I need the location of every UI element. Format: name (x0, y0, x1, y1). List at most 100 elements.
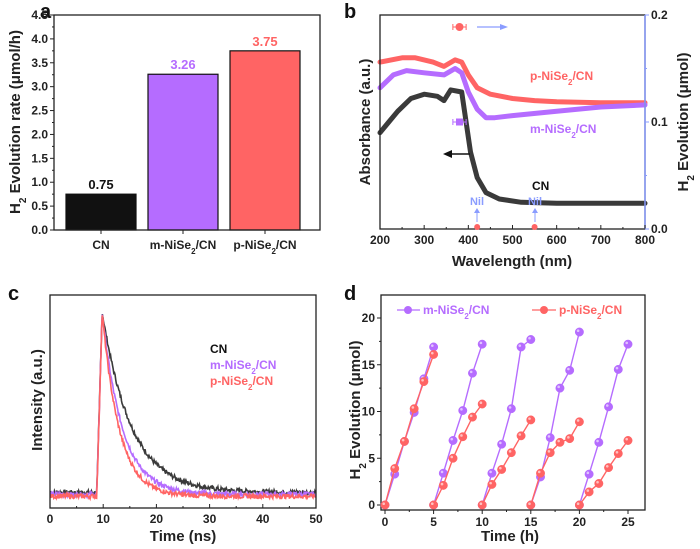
data-point-p-nise2-cn (477, 399, 487, 409)
panel-c-frame (49, 294, 317, 509)
right-y-tick-label: 0.1 (651, 115, 668, 129)
data-point-highlight (615, 450, 619, 454)
curve-m-nise2-cn (377, 66, 648, 121)
data-point-highlight (576, 329, 580, 333)
cycle-line-p-nise2-cn-1 (384, 354, 435, 506)
data-point-m-nise2-cn (623, 339, 633, 349)
x-tick-label: 30 (203, 512, 217, 526)
legend-p-text: p-NiSe2/CN (559, 303, 622, 321)
data-point-highlight (382, 502, 386, 506)
bar-0 (65, 193, 137, 231)
y-tick-label: 4.0 (31, 32, 48, 46)
x-tick-label: 400 (458, 233, 478, 247)
curve-cn (377, 87, 648, 206)
x-tick-p-nise2-cn: p-NiSe2/CN (233, 238, 296, 256)
annotation-m-nise2-cn: m-NiSe2/CN (530, 122, 596, 140)
legend-p-marker (540, 306, 548, 314)
panel-c-label: c (8, 283, 19, 305)
data-point-p-nise2-cn (487, 479, 497, 489)
data-point-highlight (440, 482, 444, 486)
data-point-highlight (547, 435, 551, 438)
data-point-highlight (518, 433, 522, 436)
right-y-tick-label: 0.2 (651, 8, 668, 22)
annotation-nil-420: Nil (470, 196, 484, 208)
data-point-m-nise2-cn (574, 327, 584, 337)
left-axis-arrowhead (443, 150, 452, 158)
data-point-p-nise2-cn (574, 417, 584, 427)
data-point-m-nise2-cn (497, 439, 507, 449)
data-point-m-nise2-cn (458, 406, 468, 416)
data-point-highlight (401, 438, 405, 442)
bar-data-label: 3.26 (170, 57, 195, 72)
data-point-highlight (392, 465, 395, 469)
data-point-p-nise2-cn (390, 464, 400, 473)
decay-curve-cn (49, 313, 317, 498)
data-point-highlight (431, 344, 434, 347)
data-point-highlight (557, 385, 560, 389)
data-point-p-nise2-cn (545, 448, 555, 458)
data-point-highlight (528, 336, 531, 340)
data-point-highlight (586, 471, 590, 475)
legend-m-marker (404, 306, 412, 314)
curve-p-nise2-cn (377, 55, 648, 106)
data-point-highlight (460, 434, 463, 437)
decay-curve-m-nise2-cn (49, 314, 317, 500)
data-point-highlight (440, 470, 444, 474)
data-point-p-nise2-cn (380, 500, 390, 510)
data-point-highlight (460, 407, 463, 411)
data-point-m-nise2-cn (565, 365, 575, 375)
data-point-p-nise2-cn (574, 500, 584, 510)
x-tick-cn: CN (92, 238, 109, 252)
data-point-p-nise2-cn (506, 448, 516, 458)
data-point-highlight (479, 502, 483, 506)
nil-arrowhead-2 (532, 208, 538, 213)
annotation-p-nise2-cn: p-NiSe2/CN (530, 69, 593, 87)
x-tick-label: 50 (309, 512, 323, 526)
panel-b-label: b (344, 1, 356, 23)
x-tick-label: 0 (47, 512, 54, 526)
data-point-highlight (528, 502, 531, 506)
y-tick-label: 20 (362, 311, 376, 325)
x-tick-label: 10 (476, 515, 490, 529)
data-point-m-nise2-cn (526, 335, 536, 344)
data-point-highlight (605, 465, 609, 468)
decay-curve-p-nise2-cn (49, 315, 316, 502)
panel-c-pl-decay-chart: c 0 10 20 30 40 50 Intensity (a.u.) Time (ns)… (8, 283, 323, 545)
nil-arrowhead-1 (474, 208, 480, 213)
data-point-p-nise2-cn (526, 415, 536, 425)
data-point-p-nise2-cn (536, 468, 545, 478)
x-tick-label: 10 (97, 512, 111, 526)
x-tick-m-nise2-cn: m-NiSe2/CN (150, 238, 216, 256)
data-point-m-nise2-cn (468, 368, 477, 378)
panel-b-frame (379, 14, 646, 230)
data-point-highlight (499, 466, 502, 470)
data-point-p-nise2-cn (448, 453, 458, 463)
y-tick-label: 1.0 (31, 175, 48, 189)
y-tick-label: 2.0 (31, 127, 48, 141)
x-tick-label: 300 (414, 233, 434, 247)
y-tick-label: 3.0 (31, 80, 48, 94)
x-tick-label: 800 (635, 233, 655, 247)
bar-data-label: 0.75 (88, 177, 113, 192)
x-tick-label: 600 (547, 233, 567, 247)
data-point-m-nise2-cn (516, 342, 526, 352)
data-point-p-nise2-cn (497, 465, 507, 474)
cycle-line-m-nise2-cn-3 (481, 338, 532, 506)
data-point-p-nise2-cn (429, 500, 439, 510)
data-point-p-nise2-cn (458, 432, 468, 442)
data-point-p-nise2-cn (419, 377, 429, 387)
legend-m-nise2-cn: m-NiSe2/CN (210, 358, 276, 376)
data-point-highlight (489, 481, 492, 485)
panel-a-y-axis-label: H2 Evolution rate (μmol/h) (7, 30, 29, 214)
annotation-nil-550: Nil (528, 196, 542, 208)
y-tick-label: 5 (368, 451, 375, 465)
panel-a-bar-chart: a 0.75 3.26 3.75 0.0 0.5 1.0 1.5 2.0 2.5 3.0 3.5 4… (7, 1, 321, 256)
data-point-highlight (489, 470, 492, 474)
cycle-line-m-nise2-cn-5 (578, 343, 629, 506)
x-tick-label: 20 (573, 515, 587, 529)
y-tick-label: 0.5 (31, 199, 48, 213)
data-point-m-nise2-cn (506, 404, 516, 414)
data-point-highlight (615, 366, 619, 370)
legend-m-nise2-cn: m-NiSe2/CN (397, 303, 489, 321)
bar-1 (147, 73, 219, 231)
